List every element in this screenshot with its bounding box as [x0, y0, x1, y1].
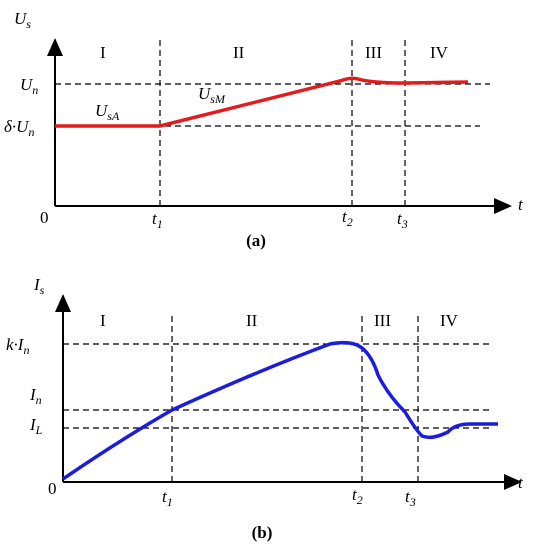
- x-axis-label: t: [518, 473, 524, 492]
- time-label: t2: [342, 207, 353, 229]
- label-sub: s: [40, 283, 45, 297]
- label-sub: 1: [157, 217, 163, 231]
- time-label: t1: [152, 209, 163, 231]
- label-sub: 2: [347, 215, 353, 229]
- label-main: k·I: [6, 335, 25, 354]
- label-main: U: [95, 101, 109, 120]
- region-label: IV: [440, 311, 459, 330]
- label-main: t: [405, 487, 411, 506]
- label-sub: 1: [167, 495, 173, 509]
- level-label: δ·Un: [4, 117, 34, 139]
- label-main: t: [162, 487, 168, 506]
- label-main: I: [33, 275, 41, 294]
- current-curve: [62, 340, 498, 481]
- panel-a: Us I II III IV Un δ·Un UsA UsM 0 t1 t2 t…: [4, 9, 524, 250]
- panel-b: Is I II III IV k·In In IL 0 t1 t2 t3 t (…: [6, 275, 524, 542]
- origin-label: 0: [40, 208, 49, 227]
- caption: (b): [252, 523, 273, 542]
- label-main: I: [29, 385, 37, 404]
- label-main: I: [29, 415, 37, 434]
- label-main: U: [198, 84, 212, 103]
- voltage-curve: [55, 76, 469, 128]
- level-label: In: [29, 385, 42, 407]
- time-label: t3: [405, 487, 416, 509]
- label-sub: n: [32, 83, 38, 97]
- y-axis-label: Us: [14, 9, 31, 31]
- curve-label: UsA: [95, 101, 120, 123]
- region-label: II: [233, 43, 245, 62]
- label-main: t: [152, 209, 158, 228]
- curve-label: UsM: [198, 84, 226, 106]
- level-label: Un: [20, 75, 38, 97]
- label-main: δ·U: [4, 117, 30, 136]
- label-main: t: [342, 207, 348, 226]
- origin-label: 0: [48, 479, 57, 498]
- region-label: III: [365, 43, 382, 62]
- label-main: t: [352, 485, 358, 504]
- label-main: U: [20, 75, 34, 94]
- region-label: I: [100, 43, 106, 62]
- level-label: k·In: [6, 335, 29, 357]
- label-sub: n: [36, 393, 42, 407]
- time-label: t1: [162, 487, 173, 509]
- label-sub: 3: [409, 495, 416, 509]
- region-label: IV: [430, 43, 449, 62]
- region-label: II: [246, 311, 258, 330]
- label-sub: sA: [107, 109, 120, 123]
- label-sub: n: [23, 343, 29, 357]
- label-main: U: [14, 9, 28, 28]
- region-label: III: [374, 311, 391, 330]
- caption: (a): [246, 231, 266, 250]
- label-sub: 3: [401, 217, 408, 231]
- x-axis-label: t: [518, 195, 524, 214]
- y-axis-label: Is: [33, 275, 45, 297]
- time-label: t3: [397, 209, 408, 231]
- label-sub: n: [28, 125, 34, 139]
- time-label: t2: [352, 485, 363, 507]
- label-sub: s: [26, 17, 31, 31]
- label-sub: L: [35, 423, 43, 437]
- label-sub: sM: [210, 92, 226, 106]
- region-label: I: [100, 311, 106, 330]
- level-label: IL: [29, 415, 43, 437]
- label-sub: 2: [357, 493, 363, 507]
- label-main: t: [397, 209, 403, 228]
